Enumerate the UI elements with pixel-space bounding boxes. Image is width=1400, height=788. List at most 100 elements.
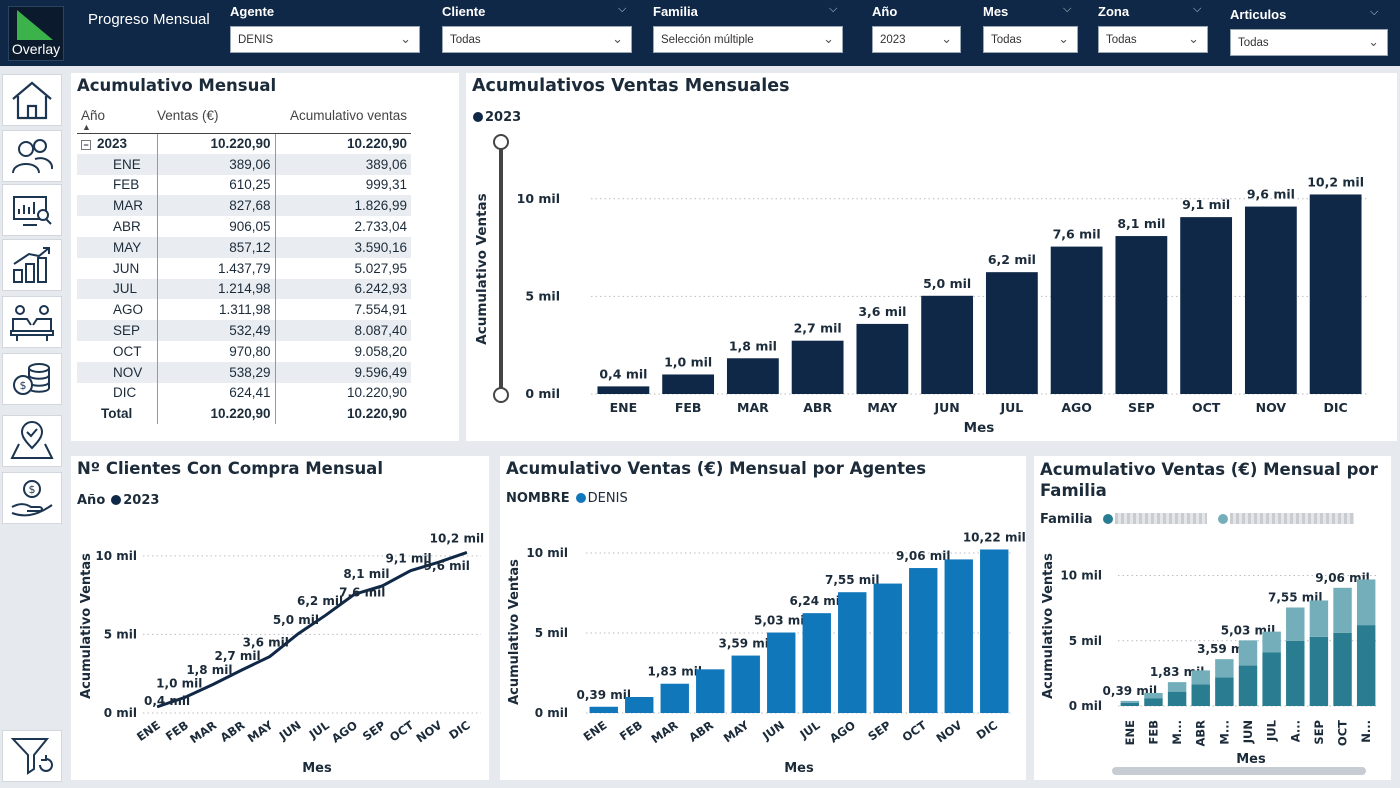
nav-sales-meeting[interactable] <box>2 296 62 348</box>
x-axis-title: Mes <box>302 761 332 776</box>
filter-articulos-value: Todas <box>1238 37 1269 49</box>
sort-asc-icon: ▲ <box>82 121 91 132</box>
chevron-down-icon[interactable]: ⌵ <box>618 2 627 15</box>
cell-sales: 389,06 <box>157 153 276 175</box>
header-ventas[interactable]: Ventas (€) <box>157 99 275 134</box>
table-row: OCT 970,80 9.058,20 <box>77 340 411 362</box>
data-label: 3,59 mil <box>718 637 773 651</box>
nav-money-hand[interactable]: $ <box>2 472 62 524</box>
bar <box>1180 217 1233 394</box>
filter-mes-dropdown[interactable]: Todas ⌄ <box>983 26 1078 53</box>
horizontal-scrollbar[interactable] <box>1112 767 1366 775</box>
growth-chart-icon <box>13 247 50 283</box>
bar <box>980 549 1009 713</box>
family-chart-title: Acumulativo Ventas (€) Mensual por Famil… <box>1040 459 1378 501</box>
filter-agente-dropdown[interactable]: DENIS ⌄ <box>230 26 420 53</box>
svg-text:$: $ <box>20 379 27 392</box>
family-stacked-bar-chart: 0 mil 5 mil 10 mil Acumulativo Ventas Mes 0,3… <box>1041 553 1378 767</box>
data-label: 2,7 mil <box>794 321 842 336</box>
filter-mes-label: Mes <box>983 4 1009 19</box>
bar-segment <box>1120 700 1140 703</box>
nav-analytics[interactable] <box>2 184 62 236</box>
filter-cliente-dropdown[interactable]: Todas ⌄ <box>442 26 632 53</box>
bar <box>873 583 902 713</box>
x-tick-label: ABR <box>1194 720 1208 747</box>
cell-cumulative: 10.220,90 <box>346 406 407 422</box>
y-tick-label: 10 mil <box>95 549 137 563</box>
main-bar-chart: 0 mil 5 mil 10 mil Acumulativo Ventas Mes 0,4… <box>474 134 1368 436</box>
data-label: 9,1 mil <box>1182 197 1230 212</box>
y-tick-label: 5 mil <box>525 288 560 303</box>
header-ventas-label: Ventas (€) <box>157 108 219 124</box>
cell-cumulative: 2.733,04 <box>354 219 407 235</box>
x-tick-label: FEB <box>617 718 645 744</box>
sales-meeting-icon <box>10 305 54 341</box>
data-label: 5,03 mil <box>1221 623 1276 637</box>
sidebar: $ $ <box>0 70 66 788</box>
cell-sales: 624,41 <box>157 382 276 404</box>
chevron-down-icon[interactable]: ⌵ <box>829 2 838 15</box>
cell-sales: 827,68 <box>157 195 276 217</box>
x-tick-label: OCT <box>900 718 930 745</box>
bar <box>696 669 725 713</box>
bar-segment <box>1215 659 1234 678</box>
data-label: 7,55 mil <box>1268 590 1323 604</box>
family-chart-title-line-1: Acumulativo Ventas (€) Mensual por <box>1040 460 1378 479</box>
bar-segment <box>1309 636 1329 706</box>
cell-month: MAR <box>77 195 158 217</box>
data-label: 9,6 mil <box>424 559 470 573</box>
filter-ano-dropdown[interactable]: 2023 ⌄ <box>872 26 961 53</box>
filter-familia-value: Selección múltiple <box>661 34 754 46</box>
collapse-icon[interactable]: − <box>81 140 91 151</box>
x-tick-label: ABR <box>218 718 248 745</box>
table-row: SEP 532,49 8.087,40 <box>77 320 411 341</box>
chevron-down-icon: ⌄ <box>1368 34 1379 49</box>
x-tick-label: MAY <box>721 718 752 746</box>
data-label: 6,2 mil <box>988 252 1036 267</box>
bar <box>921 295 974 394</box>
chevron-down-icon: ⌄ <box>1058 31 1069 46</box>
nav-map[interactable] <box>2 415 62 467</box>
cell-cumulative: 5.027,95 <box>354 260 407 276</box>
nav-users[interactable] <box>2 130 62 182</box>
data-label: 0,39 mil <box>1103 684 1158 698</box>
x-tick-label: M... <box>1170 720 1184 745</box>
bar <box>1050 246 1103 394</box>
coins-icon: $ <box>13 363 50 395</box>
chevron-down-icon[interactable]: ⌵ <box>1370 5 1379 18</box>
filter-reset-button[interactable] <box>2 730 62 782</box>
chevron-down-icon[interactable]: ⌵ <box>1063 2 1072 15</box>
filter-ano-label: Año <box>872 4 898 19</box>
x-tick-label: M... <box>1217 720 1231 745</box>
header-acumulativo[interactable]: Acumulativo ventas <box>275 99 411 134</box>
cell-month: JUN <box>77 257 158 279</box>
nav-coins[interactable]: $ <box>2 353 62 405</box>
cell-cumulative: 9.058,20 <box>354 343 407 359</box>
x-tick-label: NOV <box>1256 400 1287 415</box>
filter-zona-dropdown[interactable]: Todas ⌄ <box>1098 26 1208 53</box>
x-axis-title: Mes <box>1236 752 1266 767</box>
filter-familia-label: Familia <box>653 4 698 19</box>
cell-month: JUL <box>77 278 158 300</box>
main-chart-title: Acumulativos Ventas Mensuales <box>472 76 790 96</box>
nav-home[interactable] <box>2 74 62 126</box>
table-row: JUN 1.437,79 5.027,95 <box>77 257 411 279</box>
nav-growth[interactable] <box>2 239 62 291</box>
bar-segment <box>1144 698 1163 706</box>
table-row-year: −2023 10.220,90 10.220,90 <box>77 133 411 154</box>
header-ano[interactable]: Año ▲ <box>77 99 157 134</box>
map-location-icon <box>10 421 54 459</box>
filter-articulos-dropdown[interactable]: Todas ⌄ <box>1230 29 1388 56</box>
bar <box>589 706 618 713</box>
chevron-down-icon: ⌄ <box>823 31 834 46</box>
table-row: DIC 624,41 10.220,90 <box>77 382 411 404</box>
cell-sales: 610,25 <box>157 174 276 196</box>
filter-cliente-value: Todas <box>450 34 481 46</box>
bar-segment <box>1309 600 1329 637</box>
chevron-down-icon[interactable]: ⌵ <box>1193 2 1202 15</box>
filter-familia-dropdown[interactable]: Selección múltiple ⌄ <box>653 26 843 53</box>
data-label: 9,6 mil <box>1247 187 1295 202</box>
range-slider-handle-bottom <box>493 387 509 403</box>
legend-title: Año <box>77 493 106 508</box>
